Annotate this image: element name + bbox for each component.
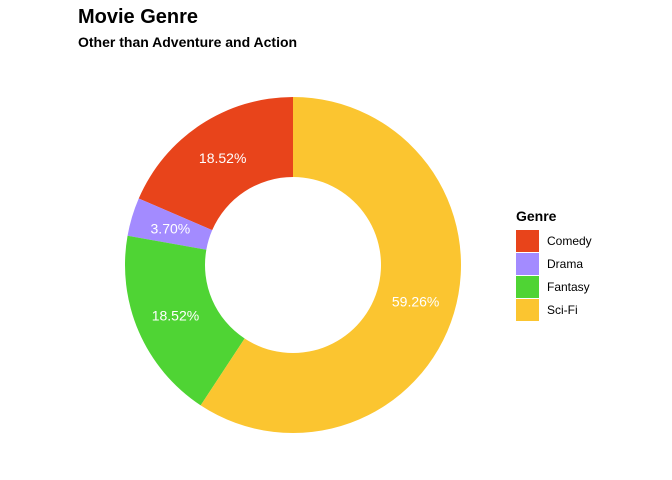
- chart-subtitle: Other than Adventure and Action: [78, 34, 298, 50]
- slice-sci-fi: [200, 97, 461, 433]
- legend-label-comedy: Comedy: [547, 233, 592, 248]
- legend-swatch-comedy: [516, 229, 539, 252]
- slice-label-drama: 3.70%: [151, 220, 191, 236]
- legend-item-comedy: Comedy: [516, 229, 592, 252]
- legend-title: Genre: [516, 208, 557, 224]
- slice-comedy: [138, 97, 293, 231]
- slice-label-fantasy: 18.52%: [152, 308, 199, 324]
- slice-label-comedy: 18.52%: [199, 150, 246, 166]
- legend-label-fantasy: Fantasy: [547, 279, 590, 294]
- legend-item-fantasy: Fantasy: [516, 275, 592, 298]
- slice-fantasy: [125, 235, 245, 406]
- legend-label-drama: Drama: [547, 256, 584, 271]
- legend-item-sci-fi: Sci-Fi: [516, 298, 592, 321]
- legend: Genre Comedy Drama Fantasy Sci-Fi: [516, 208, 592, 321]
- slice-label-sci-fi: 59.26%: [392, 294, 439, 310]
- legend-label-sci-fi: Sci-Fi: [547, 302, 578, 317]
- legend-swatch-sci-fi: [516, 298, 539, 321]
- legend-swatch-drama: [516, 252, 539, 275]
- chart-title: Movie Genre: [78, 6, 199, 28]
- slice-drama: [127, 198, 213, 250]
- legend-item-drama: Drama: [516, 252, 592, 275]
- legend-items: Comedy Drama Fantasy Sci-Fi: [516, 229, 592, 321]
- legend-swatch-fantasy: [516, 275, 539, 298]
